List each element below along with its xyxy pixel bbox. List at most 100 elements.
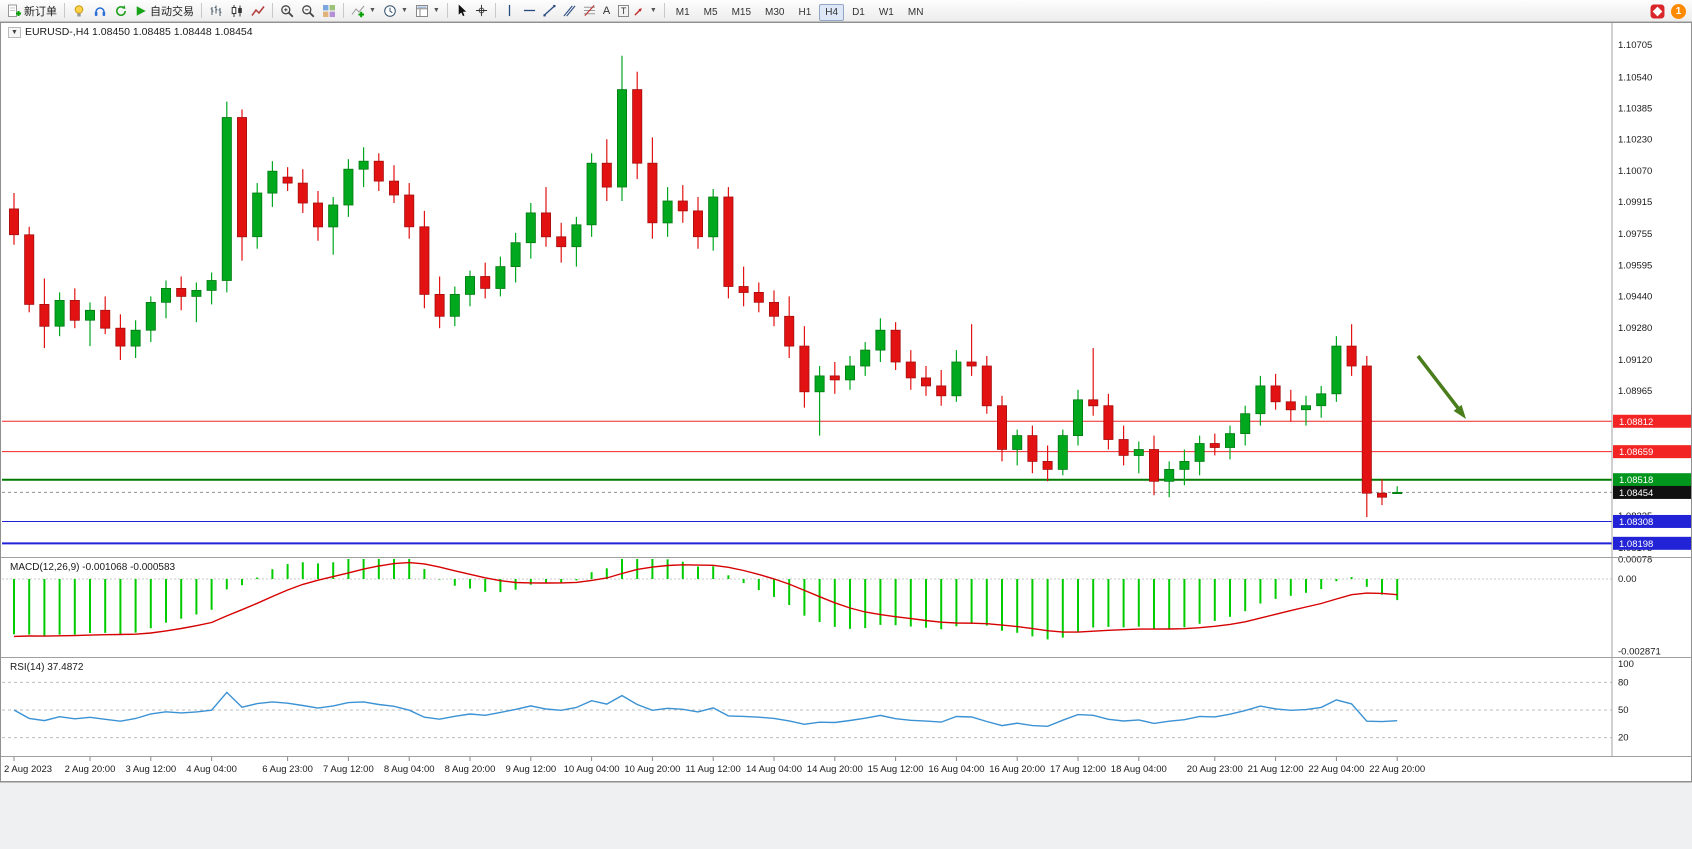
text-button[interactable]: A [600, 1, 614, 20]
auto-trading-icon [135, 5, 147, 17]
svg-text:1.09120: 1.09120 [1618, 355, 1652, 366]
chart-window: 1.107051.105401.103851.102301.100701.099… [0, 22, 1692, 782]
svg-text:21 Aug 12:00: 21 Aug 12:00 [1248, 764, 1304, 775]
market-watch-button[interactable] [69, 1, 89, 20]
chevron-down-icon: ▼ [650, 7, 657, 14]
svg-text:18 Aug 04:00: 18 Aug 04:00 [1111, 764, 1167, 775]
timeframe-button-d1[interactable]: D1 [846, 4, 871, 21]
toolbar-right: 1 [1650, 2, 1686, 20]
periods-icon [383, 4, 397, 18]
timeframe-button-m30[interactable]: M30 [759, 4, 790, 21]
new-order-icon [7, 4, 21, 18]
line-chart-icon [251, 4, 265, 18]
new-order-button[interactable]: 新订单 [4, 1, 60, 20]
chevron-down-icon: ▼ [369, 7, 376, 14]
indicators-button[interactable]: ▼ [348, 1, 379, 20]
trendline-icon [543, 4, 556, 17]
timeframe-button-m5[interactable]: M5 [698, 4, 724, 21]
svg-text:1.10705: 1.10705 [1618, 40, 1652, 51]
svg-text:1.10070: 1.10070 [1618, 166, 1652, 177]
svg-text:1.09755: 1.09755 [1618, 229, 1652, 240]
community-icon[interactable] [1650, 4, 1665, 19]
periods-button[interactable]: ▼ [380, 1, 411, 20]
timeframe-button-mn[interactable]: MN [902, 4, 930, 21]
svg-text:1.08659: 1.08659 [1619, 447, 1653, 458]
timeframe-group: M1M5M15M30H1H4D1W1MN [669, 2, 931, 20]
separator [495, 3, 496, 18]
svg-text:9 Aug 12:00: 9 Aug 12:00 [505, 764, 556, 775]
separator [447, 3, 448, 18]
svg-text:14 Aug 20:00: 14 Aug 20:00 [807, 764, 863, 775]
svg-text:50: 50 [1618, 705, 1629, 716]
channel-button[interactable] [560, 1, 579, 20]
timeframe-button-m1[interactable]: M1 [670, 4, 696, 21]
svg-text:22 Aug 04:00: 22 Aug 04:00 [1308, 764, 1364, 775]
timeframe-button-h4[interactable]: H4 [819, 4, 844, 21]
refresh-icon [114, 4, 128, 18]
svg-text:17 Aug 12:00: 17 Aug 12:00 [1050, 764, 1106, 775]
svg-text:15 Aug 12:00: 15 Aug 12:00 [868, 764, 924, 775]
zoom-in-button[interactable] [277, 1, 297, 20]
chart-background[interactable] [0, 22, 1692, 782]
workspace-area [0, 782, 1692, 849]
separator [201, 3, 202, 18]
svg-text:100: 100 [1618, 659, 1634, 670]
vertical-line-button[interactable] [500, 1, 519, 20]
chart-canvas[interactable]: 1.107051.105401.103851.102301.100701.099… [0, 22, 1692, 782]
horizontal-line-button[interactable] [520, 1, 539, 20]
crosshair-icon [475, 4, 488, 17]
label-icon: T [618, 5, 630, 17]
fibonacci-icon [583, 4, 596, 17]
svg-text:1.09280: 1.09280 [1618, 323, 1652, 334]
label-button[interactable]: T [615, 1, 629, 20]
svg-text:20: 20 [1618, 733, 1629, 744]
svg-text:2 Aug 20:00: 2 Aug 20:00 [65, 764, 116, 775]
separator [64, 3, 65, 18]
zoom-out-button[interactable] [298, 1, 318, 20]
notification-badge[interactable]: 1 [1671, 4, 1686, 19]
svg-text:8 Aug 04:00: 8 Aug 04:00 [384, 764, 435, 775]
horizontal-line-icon [523, 4, 536, 17]
market-watch-icon [72, 4, 86, 18]
tile-windows-button[interactable] [319, 1, 339, 20]
timeframe-button-m15[interactable]: M15 [726, 4, 757, 21]
mt4-terminal: 新订单 自动交易 [0, 0, 1692, 849]
svg-text:2 Aug 2023: 2 Aug 2023 [4, 764, 52, 775]
separator [272, 3, 273, 18]
svg-text:0.00078: 0.00078 [1618, 554, 1652, 565]
svg-text:10 Aug 04:00: 10 Aug 04:00 [564, 764, 620, 775]
svg-text:3 Aug 12:00: 3 Aug 12:00 [125, 764, 176, 775]
refresh-button[interactable] [111, 1, 131, 20]
tile-windows-icon [322, 4, 336, 18]
templates-button[interactable]: ▼ [412, 1, 443, 20]
text-icon: A [603, 5, 610, 17]
svg-text:1.10230: 1.10230 [1618, 134, 1652, 145]
cursor-icon [455, 4, 468, 17]
trendline-button[interactable] [540, 1, 559, 20]
svg-text:4 Aug 04:00: 4 Aug 04:00 [186, 764, 237, 775]
timeframe-button-w1[interactable]: W1 [873, 4, 900, 21]
chevron-down-icon: ▼ [401, 7, 408, 14]
bar-chart-button[interactable] [206, 1, 226, 20]
fibonacci-button[interactable] [580, 1, 599, 20]
svg-text:1.08965: 1.08965 [1618, 386, 1652, 397]
navigator-button[interactable] [90, 1, 110, 20]
candlestick-chart-button[interactable] [227, 1, 247, 20]
navigator-icon [93, 4, 107, 18]
svg-text:1.08812: 1.08812 [1619, 417, 1653, 428]
svg-text:20 Aug 23:00: 20 Aug 23:00 [1187, 764, 1243, 775]
auto-trading-button[interactable]: 自动交易 [132, 1, 197, 20]
svg-text:7 Aug 12:00: 7 Aug 12:00 [323, 764, 374, 775]
svg-text:1.10385: 1.10385 [1618, 104, 1652, 115]
svg-text:80: 80 [1618, 677, 1629, 688]
timeframe-button-h1[interactable]: H1 [792, 4, 817, 21]
crosshair-button[interactable] [472, 1, 491, 20]
cursor-button[interactable] [452, 1, 471, 20]
svg-text:22 Aug 20:00: 22 Aug 20:00 [1369, 764, 1425, 775]
chart-dropdown-icon[interactable]: ▼ [8, 27, 21, 38]
line-chart-button[interactable] [248, 1, 268, 20]
toolbar: 新订单 自动交易 [0, 0, 1692, 22]
svg-text:1.08454: 1.08454 [1619, 488, 1653, 499]
svg-text:0.00: 0.00 [1618, 574, 1637, 585]
arrows-button[interactable]: ▼ [630, 1, 660, 20]
